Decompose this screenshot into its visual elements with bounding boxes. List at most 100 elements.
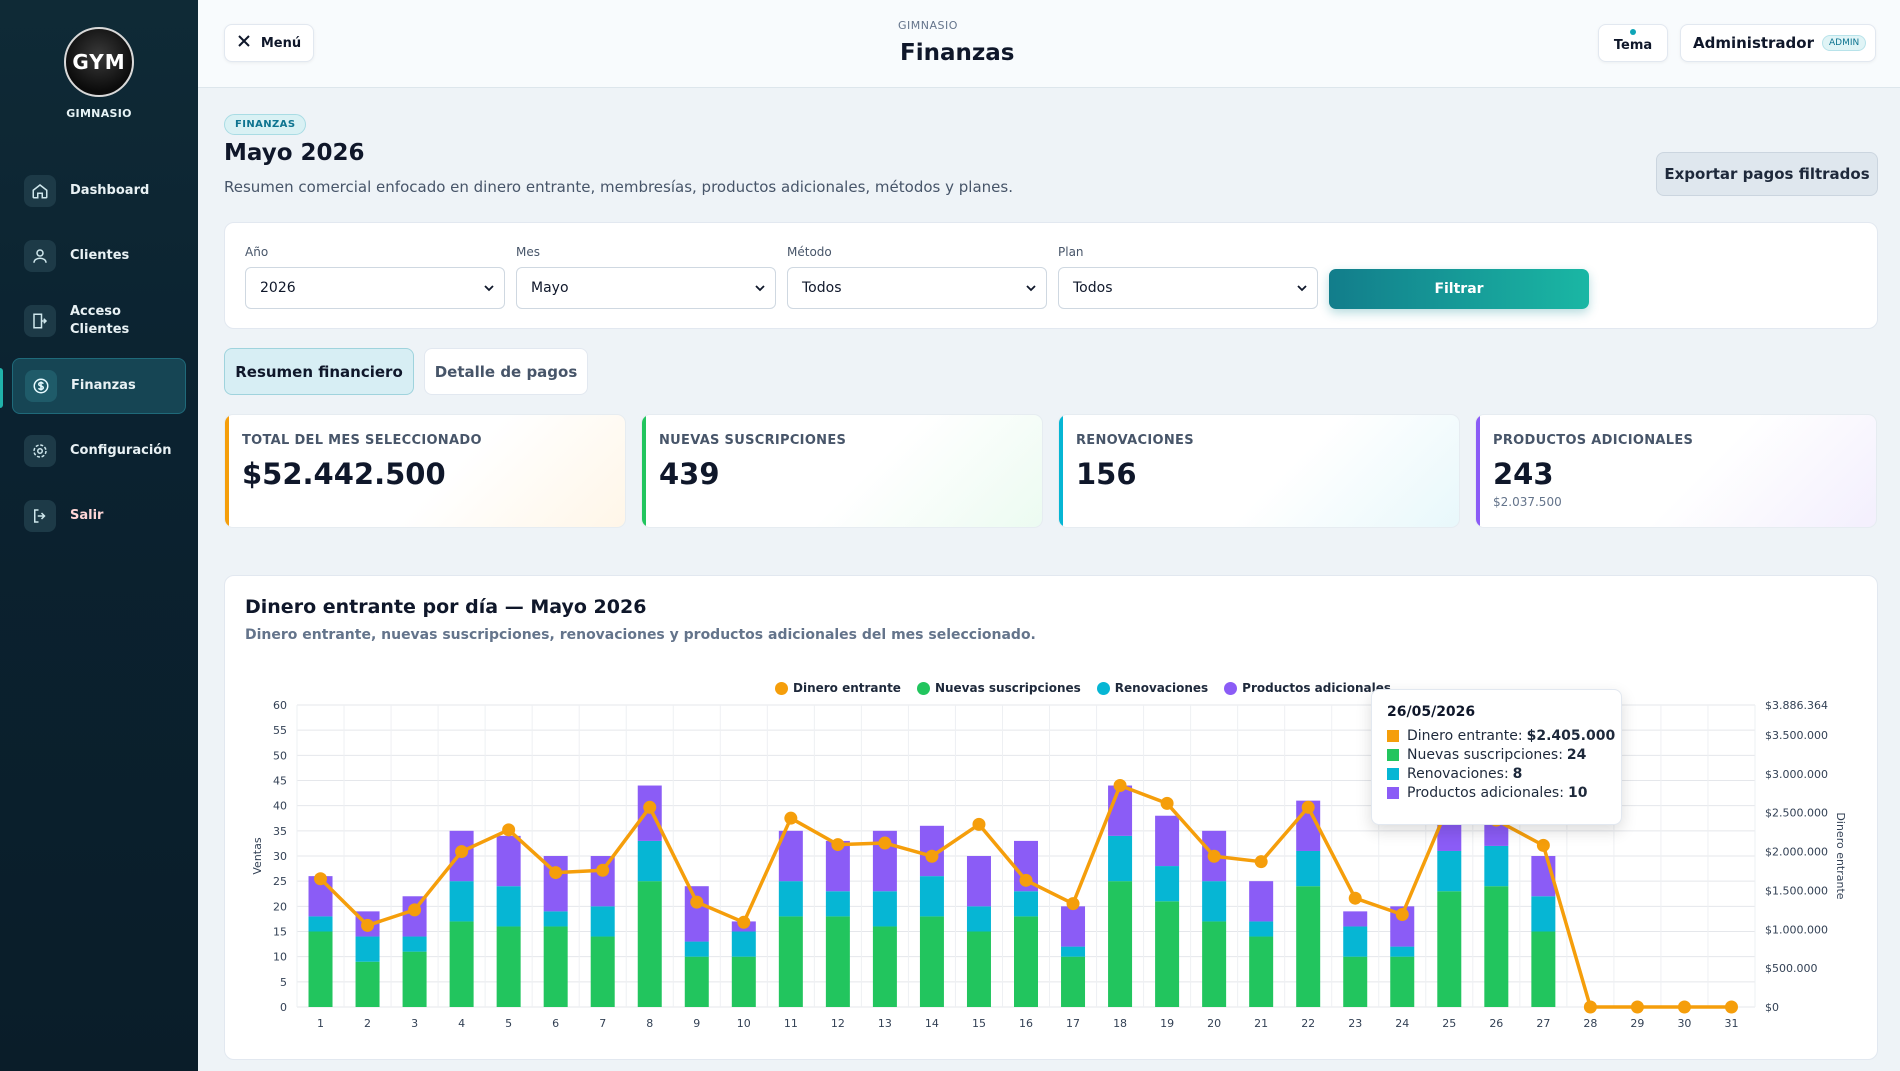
bar-nuevas-suscripciones: [1202, 921, 1227, 1007]
tooltip-row: Productos adicionales: 10: [1387, 785, 1606, 801]
bar-productos-adicionales: [590, 856, 615, 907]
kpi-nuevas-suscripciones: NUEVAS SUSCRIPCIONES 439: [641, 414, 1043, 528]
x-tick-label: 20: [1207, 1017, 1221, 1030]
gym-logo: GYM: [64, 27, 134, 97]
sidebar-item-configuracion[interactable]: Configuración: [12, 423, 186, 479]
method-label: Método: [787, 245, 832, 259]
sidebar-item-clientes[interactable]: Clientes: [12, 228, 186, 284]
x-tick-label: 8: [646, 1017, 653, 1030]
x-tick-label: 13: [878, 1017, 892, 1030]
legend-dinero-entrante[interactable]: Dinero entrante: [775, 681, 901, 695]
point-dinero-entrante: [643, 800, 657, 814]
sidebar-item-label: Clientes: [70, 248, 130, 264]
month-value: Mayo: [531, 280, 569, 296]
sidebar: GYM GIMNASIO Dashboard Clientes Acceso Cl…: [0, 0, 198, 1071]
filter-button[interactable]: Filtrar: [1329, 269, 1589, 309]
y2-tick-label: $2.000.000: [1765, 846, 1828, 859]
plan-filter: Plan Todos: [1058, 245, 1318, 309]
legend-nuevas-suscripciones[interactable]: Nuevas suscripciones: [916, 681, 1081, 695]
export-payments-button[interactable]: Exportar pagos filtrados: [1656, 152, 1878, 196]
sidebar-item-salir[interactable]: Salir: [12, 488, 186, 544]
legend-label: Nuevas suscripciones: [934, 681, 1081, 695]
legend-label: Productos adicionales: [1242, 681, 1391, 695]
x-tick-label: 15: [972, 1017, 986, 1030]
bar-nuevas-suscripciones: [496, 926, 521, 1007]
point-dinero-entrante: [1254, 855, 1268, 869]
x-tick-label: 22: [1301, 1017, 1315, 1030]
y2-tick-label: $3.886.364: [1765, 699, 1828, 712]
y-tick-label: 35: [273, 825, 287, 838]
tooltip-swatch: [1387, 730, 1399, 742]
bar-nuevas-suscripciones: [543, 926, 568, 1007]
sidebar-item-label: Finanzas: [71, 378, 136, 394]
year-select[interactable]: 2026: [245, 267, 505, 309]
y-tick-label: 30: [273, 850, 287, 863]
sidebar-item-label: Salir: [70, 508, 104, 524]
bar-nuevas-suscripciones: [1437, 891, 1462, 1007]
x-tick-label: 2: [364, 1017, 371, 1030]
header-title: Finanzas: [900, 40, 1015, 66]
x-tick-label: 11: [784, 1017, 798, 1030]
bar-renovaciones: [355, 936, 380, 962]
point-dinero-entrante: [502, 823, 516, 837]
month-label: Mes: [516, 245, 540, 259]
kpi-accent-bar: [642, 415, 646, 527]
bar-renovaciones: [1155, 866, 1180, 902]
month-select[interactable]: Mayo: [516, 267, 776, 309]
x-tick-label: 14: [925, 1017, 939, 1030]
y-tick-label: 45: [273, 775, 287, 788]
point-dinero-entrante: [1160, 796, 1174, 810]
method-select[interactable]: Todos: [787, 267, 1047, 309]
y-tick-label: 50: [273, 749, 287, 762]
year-filter: Año 2026: [245, 245, 505, 309]
bar-nuevas-suscripciones: [1108, 881, 1133, 1007]
close-icon: [237, 34, 251, 52]
menu-toggle-button[interactable]: Menú: [224, 24, 314, 62]
bar-productos-adicionales: [1061, 906, 1086, 947]
dollar-icon: [25, 370, 57, 402]
point-dinero-entrante: [1113, 779, 1127, 793]
x-tick-label: 30: [1677, 1017, 1691, 1030]
kpi-value: 243: [1493, 457, 1554, 491]
sidebar-item-acceso-clientes[interactable]: Acceso Clientes: [12, 293, 186, 349]
legend-renovaciones[interactable]: Renovaciones: [1096, 681, 1208, 695]
bar-nuevas-suscripciones: [919, 916, 944, 1007]
sidebar-item-dashboard[interactable]: Dashboard: [12, 163, 186, 219]
legend-swatch: [1224, 681, 1238, 695]
bar-productos-adicionales: [1155, 815, 1180, 867]
tooltip-value: 24: [1566, 747, 1587, 763]
tab-detalle-de-pagos[interactable]: Detalle de pagos: [424, 348, 588, 395]
tab-resumen-financiero[interactable]: Resumen financiero: [224, 348, 414, 395]
point-dinero-entrante: [1019, 873, 1033, 887]
bar-renovaciones: [590, 906, 615, 937]
x-tick-label: 3: [411, 1017, 418, 1030]
kpi-label: PRODUCTOS ADICIONALES: [1493, 433, 1694, 448]
bar-nuevas-suscripciones: [1343, 956, 1368, 1007]
point-dinero-entrante: [972, 817, 986, 831]
method-filter: Método Todos: [787, 245, 1047, 309]
point-dinero-entrante: [1724, 1000, 1738, 1014]
bar-nuevas-suscripciones: [590, 936, 615, 1007]
sidebar-item-finanzas[interactable]: Finanzas: [12, 358, 186, 414]
kpi-value: 439: [659, 457, 720, 491]
y2-tick-label: $3.500.000: [1765, 729, 1828, 742]
x-tick-label: 19: [1160, 1017, 1174, 1030]
kpi-label: RENOVACIONES: [1076, 433, 1194, 448]
x-tick-label: 27: [1536, 1017, 1550, 1030]
bar-renovaciones: [637, 840, 662, 882]
bar-renovaciones: [1484, 845, 1509, 887]
bar-renovaciones: [1437, 850, 1462, 892]
x-tick-label: 26: [1489, 1017, 1503, 1030]
bar-productos-adicionales: [684, 886, 709, 942]
legend-productos-adicionales[interactable]: Productos adicionales: [1224, 681, 1391, 695]
tooltip-row: Dinero entrante: $2.405.000: [1387, 728, 1615, 744]
bar-nuevas-suscripciones: [966, 931, 991, 1007]
theme-toggle-button[interactable]: Tema: [1598, 24, 1668, 62]
bar-nuevas-suscripciones: [872, 926, 897, 1007]
plan-select[interactable]: Todos: [1058, 267, 1318, 309]
kpi-total-mes: TOTAL DEL MES SELECCIONADO $52.442.500: [224, 414, 626, 528]
kpi-value: 156: [1076, 457, 1137, 491]
y-tick-label: 5: [280, 976, 287, 989]
user-menu[interactable]: Administrador ADMIN: [1680, 24, 1876, 62]
x-tick-label: 4: [458, 1017, 465, 1030]
